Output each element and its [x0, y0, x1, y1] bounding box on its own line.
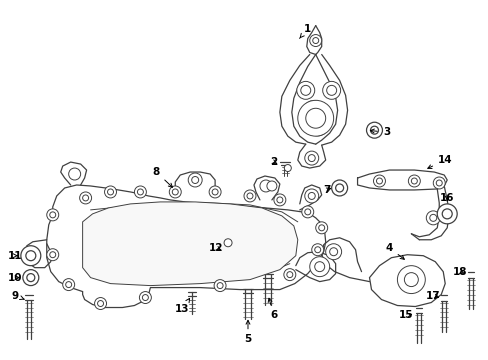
Circle shape — [441, 209, 451, 219]
Circle shape — [94, 298, 106, 310]
Text: 2: 2 — [270, 157, 277, 167]
Circle shape — [370, 126, 378, 134]
Circle shape — [297, 100, 333, 136]
Circle shape — [314, 262, 324, 272]
Circle shape — [407, 175, 420, 187]
Circle shape — [315, 222, 327, 234]
Circle shape — [21, 246, 41, 266]
Circle shape — [314, 247, 320, 253]
Circle shape — [376, 178, 382, 184]
Circle shape — [191, 176, 198, 184]
Circle shape — [137, 189, 143, 195]
Circle shape — [366, 122, 382, 138]
Circle shape — [47, 209, 59, 221]
Circle shape — [169, 186, 181, 198]
Circle shape — [426, 211, 439, 225]
Text: 11: 11 — [8, 251, 22, 261]
Text: 17: 17 — [425, 291, 440, 301]
Circle shape — [311, 244, 323, 256]
Text: 14: 14 — [427, 155, 451, 168]
Circle shape — [107, 189, 113, 195]
Polygon shape — [47, 185, 325, 307]
Circle shape — [27, 274, 35, 282]
Circle shape — [188, 173, 202, 187]
Circle shape — [309, 35, 321, 46]
Circle shape — [104, 186, 116, 198]
Circle shape — [436, 204, 456, 224]
Circle shape — [307, 193, 315, 199]
Text: 3: 3 — [369, 127, 389, 137]
Polygon shape — [369, 255, 444, 306]
Circle shape — [304, 209, 310, 215]
Circle shape — [309, 257, 329, 276]
Circle shape — [301, 206, 313, 218]
Circle shape — [373, 175, 385, 187]
Circle shape — [318, 225, 324, 231]
Circle shape — [172, 189, 178, 195]
Circle shape — [47, 249, 59, 261]
Circle shape — [26, 251, 36, 261]
Circle shape — [304, 151, 318, 165]
Circle shape — [432, 177, 444, 189]
Circle shape — [410, 178, 416, 184]
Circle shape — [283, 269, 295, 280]
Circle shape — [276, 197, 282, 203]
Circle shape — [307, 154, 315, 162]
Circle shape — [335, 184, 343, 192]
Circle shape — [50, 212, 56, 218]
Circle shape — [212, 189, 218, 195]
Circle shape — [217, 283, 223, 289]
Circle shape — [98, 301, 103, 306]
Circle shape — [305, 108, 325, 128]
Circle shape — [142, 294, 148, 301]
Circle shape — [139, 292, 151, 303]
Circle shape — [68, 168, 81, 180]
Text: 8: 8 — [152, 167, 172, 187]
Circle shape — [325, 244, 341, 260]
Circle shape — [435, 180, 441, 186]
Circle shape — [397, 266, 425, 293]
Text: 16: 16 — [439, 193, 453, 203]
Text: 5: 5 — [244, 320, 251, 345]
Circle shape — [134, 186, 146, 198]
Circle shape — [246, 193, 252, 199]
Circle shape — [273, 194, 285, 206]
Circle shape — [304, 189, 318, 203]
Circle shape — [312, 37, 318, 44]
Circle shape — [326, 85, 336, 95]
Text: 6: 6 — [267, 298, 277, 320]
Circle shape — [214, 280, 225, 292]
Text: 10: 10 — [8, 273, 22, 283]
Circle shape — [296, 81, 314, 99]
Circle shape — [322, 81, 340, 99]
Text: 4: 4 — [385, 243, 404, 259]
Text: 7: 7 — [323, 185, 330, 195]
Circle shape — [82, 195, 88, 201]
Polygon shape — [82, 202, 297, 285]
Circle shape — [266, 181, 276, 191]
Circle shape — [286, 272, 292, 278]
Circle shape — [209, 186, 221, 198]
Circle shape — [284, 165, 291, 171]
Circle shape — [23, 270, 39, 285]
Text: 12: 12 — [208, 243, 223, 253]
Circle shape — [329, 248, 337, 256]
Circle shape — [80, 192, 91, 204]
Circle shape — [224, 239, 232, 247]
Text: 1: 1 — [299, 24, 311, 39]
Circle shape — [62, 279, 75, 291]
Text: 18: 18 — [452, 267, 467, 276]
Circle shape — [260, 180, 271, 192]
Circle shape — [429, 214, 436, 221]
Circle shape — [331, 180, 347, 196]
Circle shape — [300, 85, 310, 95]
Ellipse shape — [301, 100, 329, 136]
Circle shape — [244, 190, 255, 202]
Circle shape — [50, 252, 56, 258]
Text: 13: 13 — [175, 298, 189, 315]
Text: 15: 15 — [398, 310, 413, 320]
Circle shape — [65, 282, 72, 288]
Text: 9: 9 — [11, 291, 24, 301]
Circle shape — [404, 273, 417, 287]
